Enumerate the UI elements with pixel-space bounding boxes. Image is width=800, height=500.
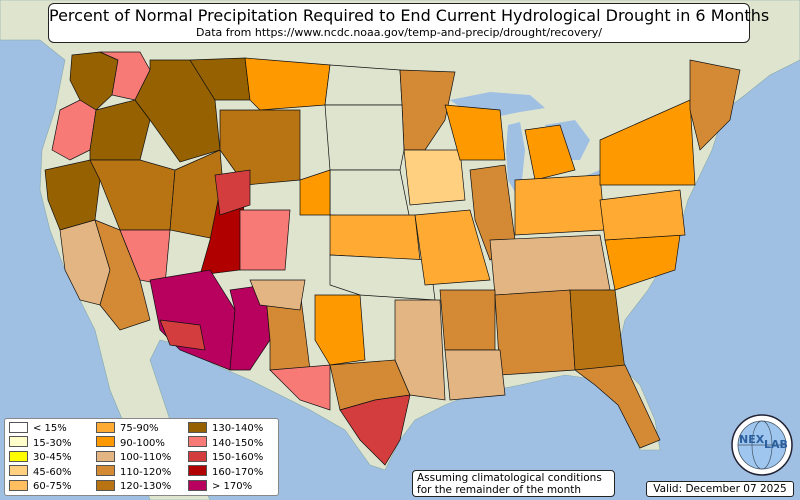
region-mi	[524, 124, 576, 181]
region-nd	[324, 64, 403, 106]
legend-swatch	[188, 450, 207, 462]
legend-swatch	[9, 421, 28, 433]
legend-label: 45-60%	[33, 466, 72, 478]
map-title: Percent of Normal Precipitation Required…	[49, 6, 770, 25]
region-ky-tn	[489, 234, 611, 296]
legend-label: 15-30%	[33, 437, 72, 449]
legend-label: 120-130%	[120, 481, 172, 492]
legend-item: 60-75%	[9, 479, 72, 493]
legend-swatch	[9, 465, 28, 476]
legend-label: 130-140%	[212, 423, 264, 434]
region-va	[599, 189, 686, 241]
drought-regions	[44, 51, 741, 466]
valid-date: Valid: December 07 2025	[646, 481, 794, 497]
legend-swatch	[188, 421, 207, 433]
legend-label: 140-150%	[212, 437, 264, 449]
legend-item: > 170%	[188, 479, 253, 493]
legend-item: 160-170%	[188, 465, 264, 479]
region-ia	[403, 149, 466, 206]
region-ks	[329, 214, 421, 261]
legend-swatch	[96, 436, 115, 447]
region-in-oh	[514, 174, 606, 236]
region-mo	[414, 209, 491, 286]
note-line1: Assuming climatological conditions	[417, 472, 602, 484]
region-new-england	[689, 59, 741, 151]
legend-item: 150-160%	[188, 450, 264, 464]
region-ms-al	[494, 289, 576, 376]
region-co-east	[239, 209, 291, 271]
legend-item: 45-60%	[9, 465, 72, 479]
region-ar	[439, 289, 496, 351]
region-co-se	[249, 279, 306, 311]
legend-label: > 170%	[212, 481, 253, 492]
legend-item: 120-130%	[96, 479, 172, 493]
logo-text-right: LAB	[764, 438, 788, 451]
region-tx-east	[394, 299, 446, 401]
legend-label: 60-75%	[33, 481, 72, 492]
legend-item: 130-140%	[188, 421, 264, 435]
region-mt-east	[244, 57, 331, 111]
legend-label: 100-110%	[120, 452, 172, 463]
region-pa-ny	[599, 99, 696, 186]
legend-swatch	[188, 465, 207, 476]
legend-swatch	[9, 479, 28, 491]
region-or-central	[89, 99, 151, 161]
legend-item: 110-120%	[96, 465, 172, 479]
lake-michigan	[506, 122, 525, 192]
region-wy	[219, 109, 301, 186]
legend-item: 140-150%	[188, 436, 264, 450]
region-sd	[324, 104, 405, 171]
logo-text-left: NEX	[739, 433, 765, 446]
legend-swatch	[96, 421, 115, 433]
legend: < 15% 15-30% 30-45% 45-60% 60-75% 75-90% 90-10…	[4, 418, 279, 496]
legend-label: 110-120%	[120, 466, 172, 478]
legend-label: 75-90%	[120, 423, 159, 434]
legend-item: < 15%	[9, 421, 67, 435]
legend-item: 90-100%	[96, 436, 165, 450]
legend-label: 90-100%	[120, 437, 165, 449]
legend-swatch	[9, 436, 28, 447]
legend-swatch	[96, 450, 115, 462]
region-tx-panhandle	[314, 294, 366, 366]
region-wi	[444, 104, 506, 161]
legend-item: 100-110%	[96, 450, 172, 464]
region-ok	[329, 254, 436, 301]
legend-label: 30-45%	[33, 452, 72, 463]
legend-item: 75-90%	[96, 421, 159, 435]
legend-swatch	[96, 465, 115, 476]
nexlab-globe-logo: NEX LAB	[731, 414, 793, 476]
legend-label: 150-160%	[212, 452, 264, 463]
region-wy-sw	[214, 169, 251, 216]
legend-item: 30-45%	[9, 450, 72, 464]
region-tx-south	[339, 394, 411, 466]
title-box: Percent of Normal Precipitation Required…	[48, 3, 770, 43]
region-fl	[574, 364, 661, 449]
legend-swatch	[9, 450, 28, 462]
assumption-note: Assuming climatological conditions for t…	[412, 470, 615, 497]
legend-swatch	[188, 479, 207, 491]
legend-swatch	[96, 479, 115, 491]
legend-label: < 15%	[33, 423, 67, 434]
region-az-south	[159, 319, 206, 351]
note-line2: for the remainder of the month	[417, 484, 582, 496]
map-subtitle: Data from https://www.ncdc.noaa.gov/temp…	[196, 26, 602, 39]
region-ne	[329, 169, 411, 221]
region-tx-west	[269, 364, 331, 411]
legend-item: 15-30%	[9, 436, 72, 450]
legend-swatch	[188, 436, 207, 447]
region-la	[444, 349, 506, 401]
region-ga	[569, 289, 626, 371]
legend-label: 160-170%	[212, 466, 264, 478]
